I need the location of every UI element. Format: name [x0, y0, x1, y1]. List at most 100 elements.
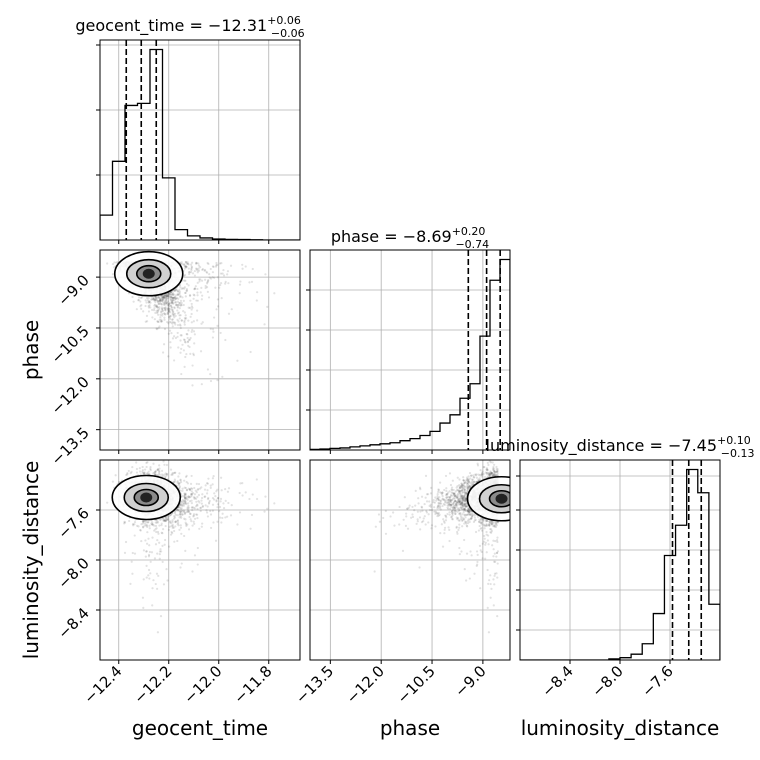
sample-point — [180, 507, 183, 510]
sample-point — [162, 296, 165, 299]
sample-point — [192, 514, 195, 517]
sample-point — [241, 267, 244, 270]
sample-point — [218, 286, 221, 289]
sample-point — [183, 321, 186, 324]
sample-point — [183, 311, 186, 314]
sample-point — [183, 500, 187, 503]
sample-point — [200, 322, 203, 325]
sample-point — [185, 474, 188, 477]
sample-point — [167, 332, 170, 335]
sample-point — [175, 289, 179, 292]
sample-point — [140, 303, 143, 307]
sample-point — [154, 311, 157, 315]
sample-point — [195, 267, 198, 270]
sample-point — [166, 295, 170, 298]
sample-point — [183, 365, 186, 368]
sample-point — [129, 472, 132, 475]
sample-point — [164, 296, 167, 299]
sample-point — [156, 530, 160, 534]
sample-point — [203, 269, 206, 272]
sample-point — [198, 527, 201, 530]
sample-point — [183, 265, 187, 268]
sample-point — [206, 505, 209, 508]
sample-point — [188, 345, 191, 349]
sample-point — [148, 577, 151, 580]
sample-point — [170, 295, 173, 299]
sample-point — [191, 570, 194, 573]
sample-point — [180, 261, 183, 264]
sample-point — [145, 314, 149, 317]
sample-point — [167, 294, 170, 298]
sample-point — [207, 502, 211, 505]
sample-point — [161, 298, 164, 301]
sample-point — [154, 298, 157, 301]
sample-point — [216, 298, 219, 301]
sample-point — [171, 308, 174, 311]
sample-point — [180, 500, 183, 503]
sample-point — [180, 319, 183, 322]
sample-point — [173, 517, 176, 520]
sample-point — [135, 467, 138, 471]
sample-point — [188, 488, 192, 492]
sample-point — [167, 303, 170, 306]
sample-point — [147, 520, 150, 524]
sample-point — [264, 495, 267, 498]
sample-point — [155, 296, 158, 300]
sample-point — [204, 286, 207, 290]
sample-point — [208, 501, 211, 504]
sample-point — [188, 272, 191, 276]
sample-point — [189, 271, 193, 274]
sample-point — [220, 282, 223, 285]
sample-point — [216, 324, 219, 327]
sample-point — [221, 516, 224, 520]
sample-point — [162, 527, 165, 531]
sample-point — [191, 328, 194, 332]
sample-point — [190, 302, 193, 306]
sample-point — [174, 301, 177, 304]
sample-point — [160, 303, 164, 306]
sample-point — [153, 470, 157, 474]
sample-point — [238, 283, 242, 286]
sample-point — [158, 550, 162, 553]
sample-point — [164, 303, 167, 306]
sample-point — [187, 329, 190, 332]
sample-point — [199, 350, 203, 353]
sample-point — [196, 488, 199, 491]
sample-point — [145, 320, 149, 323]
sample-point — [192, 354, 195, 357]
sample-point — [169, 513, 172, 517]
sample-point — [160, 524, 163, 527]
sample-point — [160, 320, 163, 323]
sample-point — [241, 263, 244, 266]
density-contour — [142, 268, 155, 279]
sample-point — [178, 301, 181, 305]
sample-point — [166, 312, 169, 315]
sample-point — [160, 320, 163, 323]
sample-point — [171, 312, 174, 316]
sample-point — [147, 574, 150, 577]
sample-point — [178, 528, 181, 531]
sample-point — [139, 473, 142, 476]
sample-point — [141, 520, 144, 523]
sample-point — [137, 299, 140, 302]
sample-point — [219, 283, 222, 287]
sample-point — [222, 274, 226, 277]
sample-point — [162, 460, 165, 463]
sample-point — [154, 298, 157, 302]
sample-point — [221, 512, 224, 515]
sample-point — [198, 501, 201, 504]
sample-point — [205, 482, 209, 485]
sample-point — [106, 262, 109, 265]
sample-point — [215, 499, 218, 502]
sample-point — [161, 532, 164, 535]
sample-point — [176, 305, 180, 308]
sample-point — [178, 291, 181, 295]
x-axis-label-geocent-time: geocent_time — [132, 716, 268, 740]
sample-point — [168, 302, 171, 305]
sample-point — [211, 328, 215, 331]
sample-point — [175, 297, 178, 300]
sample-point — [169, 296, 172, 299]
sample-point — [174, 520, 177, 523]
sample-point — [186, 523, 189, 526]
sample-point — [211, 336, 215, 339]
